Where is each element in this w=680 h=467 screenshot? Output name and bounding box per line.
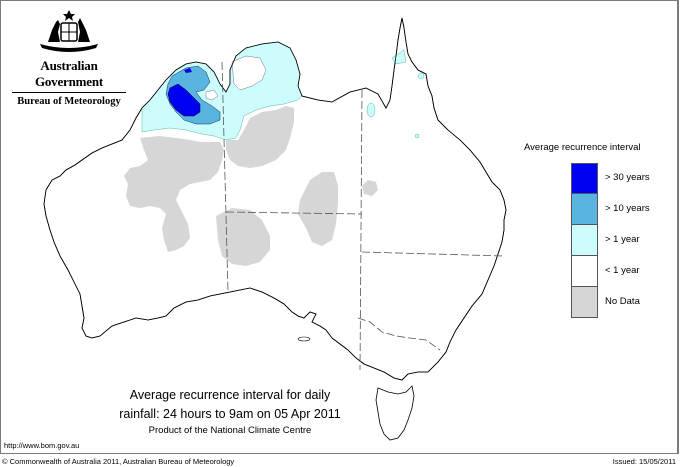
legend-label: < 1 year: [605, 265, 640, 276]
bom-logo: Australian Government Bureau of Meteorol…: [8, 8, 130, 107]
website-link[interactable]: http://www.bom.gov.au: [4, 441, 80, 450]
legend-swatch: [571, 163, 598, 194]
kangaroo-island: [297, 336, 311, 342]
logo-divider: [12, 92, 126, 93]
organisation-name: Australian Government: [34, 58, 104, 89]
region-no-data-east-central: [298, 172, 338, 246]
legend-swatch: [571, 194, 598, 225]
caption-line-1: Average recurrence interval for daily: [129, 388, 331, 402]
region-no-data-small: [362, 180, 378, 196]
legend-item-gt10: > 10 years: [571, 194, 680, 225]
legend-item-gt1: > 1 year: [571, 225, 680, 256]
copyright-notice: © Commonwealth of Australia 2011, Austra…: [2, 457, 235, 466]
region-no-data-west: [124, 136, 224, 252]
agency-name: Bureau of Meteorology: [17, 96, 121, 107]
legend-swatch: [571, 287, 598, 318]
coat-of-arms-icon: [40, 10, 98, 52]
legend-swatch: [571, 225, 598, 256]
region-gt1-year-patch-3: [414, 133, 420, 139]
coastline-overlay: [43, 17, 507, 381]
legend-label: > 1 year: [605, 234, 640, 245]
legend-label: No Data: [605, 296, 640, 307]
region-lt1-year-hole-2: [205, 89, 219, 101]
region-gt1-year-patch: [366, 102, 376, 118]
tasmania-coastline: [375, 385, 415, 441]
legend-title: Average recurrence interval: [524, 142, 641, 153]
legend: > 30 years > 10 years > 1 year < 1 year …: [571, 163, 680, 318]
region-gt30-years-small: [184, 68, 192, 73]
caption-line-3: Product of the National Climate Centre: [148, 425, 312, 436]
region-no-data-central: [226, 106, 294, 168]
australia-map: [43, 17, 507, 441]
legend-item-gt30: > 30 years: [571, 163, 680, 194]
region-gt30-years: [167, 83, 201, 117]
legend-item-lt1: < 1 year: [571, 256, 680, 287]
legend-item-no-data: No Data: [571, 287, 680, 318]
legend-label: > 10 years: [605, 203, 650, 214]
map-caption: Average recurrence interval for daily ra…: [60, 386, 400, 438]
region-lt1-year-hole: [231, 55, 267, 91]
legend-label: > 30 years: [605, 172, 650, 183]
legend-swatch: [571, 256, 598, 287]
region-gt1-year-patch-2: [417, 72, 425, 80]
region-no-data-south-central: [216, 208, 270, 266]
issued-date: Issued: 15/05/2011: [612, 457, 676, 466]
state-borders: [221, 61, 505, 371]
caption-line-2: rainfall: 24 hours to 9am on 05 Apr 2011: [119, 407, 341, 421]
